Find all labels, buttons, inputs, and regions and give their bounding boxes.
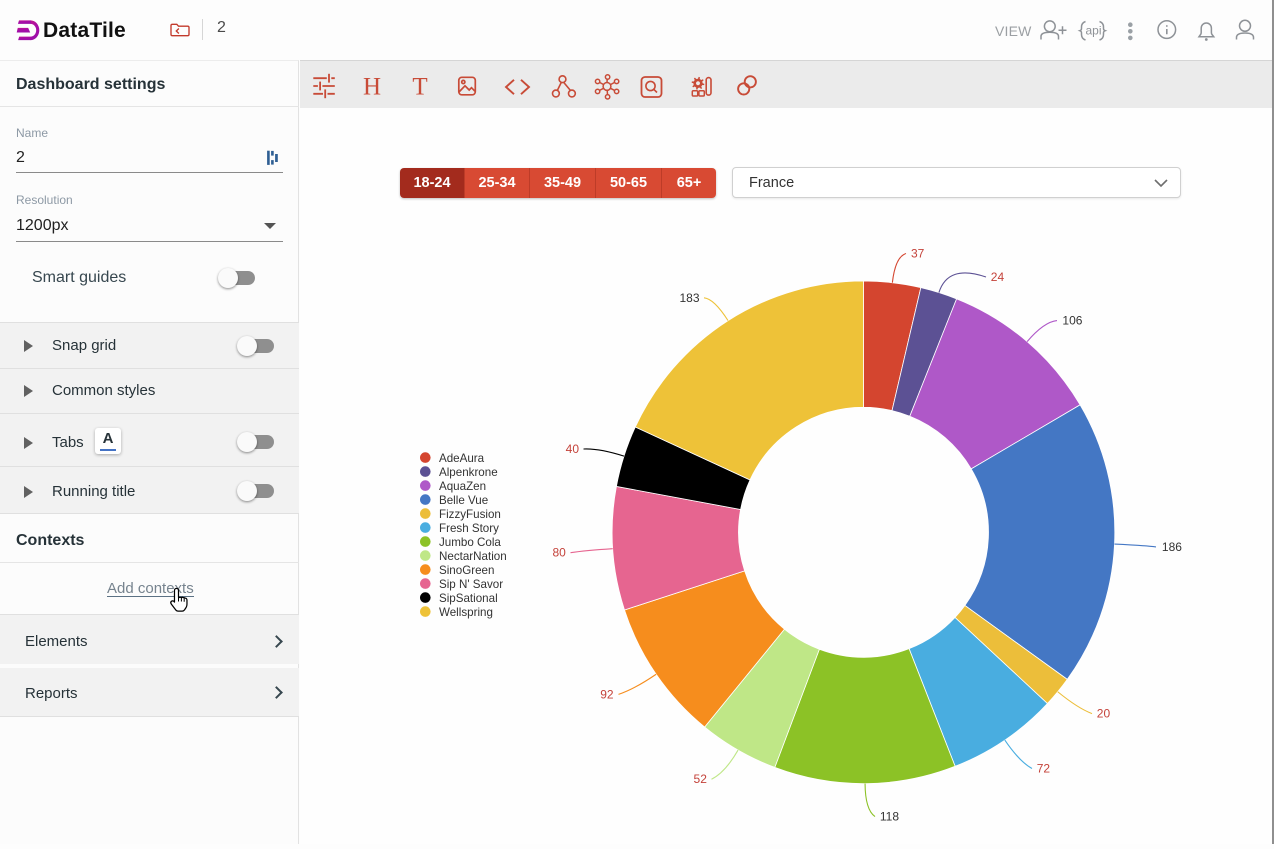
svg-text:api: api bbox=[1086, 24, 1102, 38]
svg-text:H: H bbox=[363, 74, 381, 101]
svg-text:T: T bbox=[412, 74, 427, 101]
